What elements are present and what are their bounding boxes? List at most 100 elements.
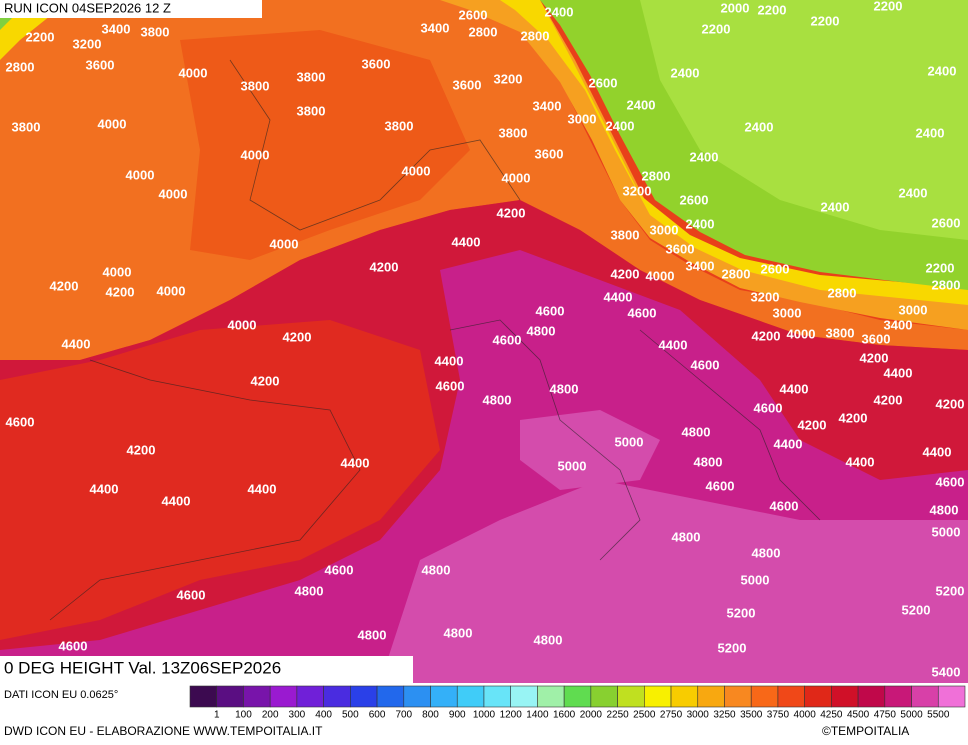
contour-label: 4600 [691, 357, 720, 372]
contour-label: 4800 [682, 424, 711, 439]
contour-label: 3800 [826, 325, 855, 340]
contour-label: 4800 [483, 392, 512, 407]
title-box [0, 656, 413, 683]
contour-label: 4800 [358, 627, 387, 642]
legend-swatch [269, 685, 298, 708]
legend-swatch [884, 685, 912, 708]
contour-label: 2400 [899, 185, 928, 200]
contour-label: 4400 [780, 381, 809, 396]
contour-label: 4400 [884, 365, 913, 380]
contour-label: 4200 [874, 392, 903, 407]
contour-label: 4000 [646, 268, 675, 283]
contour-label: 3800 [297, 69, 326, 84]
contour-label: 4200 [127, 442, 156, 457]
contour-label: 3400 [102, 21, 131, 36]
contour-label: 4000 [103, 264, 132, 279]
legend-label: 1400 [526, 710, 549, 721]
legend-swatch [189, 685, 218, 708]
contour-label: 4400 [435, 353, 464, 368]
contour-label: 4400 [62, 336, 91, 351]
legend-swatch [857, 685, 886, 708]
legend-label: 800 [422, 710, 439, 721]
contour-label: 5200 [727, 605, 756, 620]
legend-label: 500 [342, 710, 359, 721]
contour-label: 2800 [722, 266, 751, 281]
legend-swatch [911, 685, 939, 708]
contour-label: 5000 [558, 458, 587, 473]
legend-swatch [590, 685, 618, 708]
contour-label: 4800 [444, 625, 473, 640]
contour-label: 4000 [241, 147, 270, 162]
contour-label: 4200 [839, 410, 868, 425]
contour-label: 4400 [341, 455, 370, 470]
contour-label: 4200 [106, 284, 135, 299]
legend-swatch [644, 685, 672, 708]
contour-label: 3600 [362, 56, 391, 71]
legend-label: 300 [289, 710, 306, 721]
contour-label: 4600 [706, 478, 735, 493]
contour-label: 2800 [828, 285, 857, 300]
contour-label: 3800 [385, 118, 414, 133]
run-label: RUN ICON 04SEP2026 12 Z [4, 0, 171, 15]
legend-swatch [617, 685, 645, 708]
contour-label: 5200 [718, 640, 747, 655]
contour-label: 4200 [798, 417, 827, 432]
legend-label: 1600 [553, 710, 576, 721]
footer-label: DWD ICON EU - ELABORAZIONE WWW.TEMPOITAL… [4, 724, 323, 738]
legend-label: 1000 [473, 710, 496, 721]
legend-swatch [670, 685, 699, 708]
legend-label: 4000 [794, 710, 817, 721]
contour-label: 4000 [402, 163, 431, 178]
contour-label: 4600 [936, 474, 965, 489]
contour-label: 4200 [936, 396, 965, 411]
contour-label: 4000 [126, 167, 155, 182]
contour-label: 4800 [550, 381, 579, 396]
contour-label: 4200 [611, 266, 640, 281]
contour-label: 3400 [533, 98, 562, 113]
contour-label: 2400 [545, 4, 574, 19]
contour-label: 2200 [26, 29, 55, 44]
contour-label: 3000 [650, 222, 679, 237]
legend-swatch [537, 685, 565, 708]
legend-label: 200 [262, 710, 279, 721]
contour-label: 2000 [721, 0, 750, 15]
contour-label: 2800 [6, 59, 35, 74]
legend-label: 5000 [900, 710, 923, 721]
contour-label: 4000 [270, 236, 299, 251]
contour-label: 2400 [745, 119, 774, 134]
contour-label: 4200 [752, 328, 781, 343]
contour-label: 4600 [59, 638, 88, 653]
legend-label: 3750 [767, 710, 790, 721]
legend-label: 5500 [927, 710, 950, 721]
legend-swatch [750, 685, 779, 708]
legend-swatch [296, 685, 324, 708]
contour-label: 4200 [251, 373, 280, 388]
legend-label: 1200 [500, 710, 523, 721]
contour-label: 5000 [615, 434, 644, 449]
contour-label: 3400 [686, 258, 715, 273]
contour-label: 4200 [370, 259, 399, 274]
legend-label: 3500 [740, 710, 763, 721]
contour-label: 2600 [459, 7, 488, 22]
contour-label: 4400 [162, 493, 191, 508]
contour-label: 3600 [453, 77, 482, 92]
contour-label: 4000 [787, 326, 816, 341]
legend-swatch [216, 685, 244, 708]
contour-label: 2200 [758, 2, 787, 17]
legend-swatch [804, 685, 832, 708]
legend-swatch [376, 685, 405, 708]
legend-swatch [563, 685, 592, 708]
legend-swatch [456, 685, 485, 708]
contour-label: 2200 [702, 21, 731, 36]
source-label: DATI ICON EU 0.0625° [4, 689, 118, 701]
contour-label: 2400 [690, 149, 719, 164]
run-box [0, 0, 262, 18]
contour-label: 2600 [589, 75, 618, 90]
legend-label: 100 [235, 710, 252, 721]
contour-label: 4800 [694, 454, 723, 469]
contour-label: 2200 [874, 0, 903, 13]
legend-swatch [724, 685, 752, 708]
contour-label: 4000 [157, 283, 186, 298]
